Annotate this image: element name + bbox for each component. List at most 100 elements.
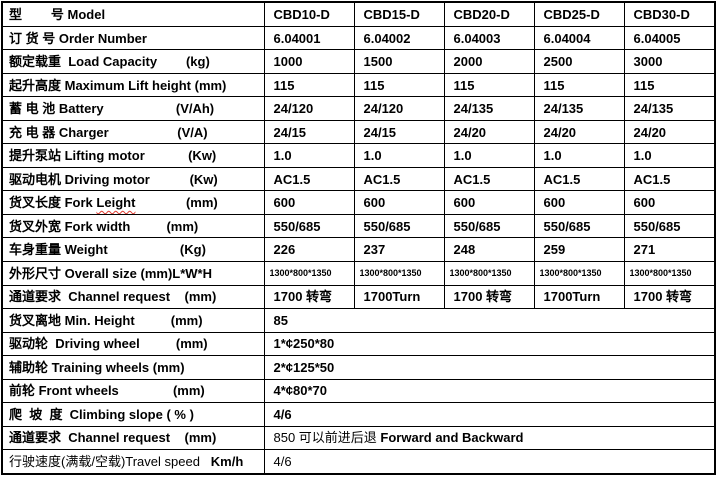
- spec-value-cell: 1700 转弯: [263, 284, 355, 310]
- spec-value-cell: AC1.5: [353, 166, 445, 192]
- spec-value-cell: 24/20: [443, 119, 535, 145]
- spec-value-cell-span: 4/6: [263, 449, 716, 475]
- label-fork-length: 货叉长度 Fork Leight (mm): [1, 190, 265, 215]
- spec-value-cell-span: 85: [263, 308, 716, 333]
- label-min-height: 货叉离地 Min. Height (mm): [1, 308, 265, 333]
- row-climbing-slope: 爬 坡 度 Climbing slope ( % ) 4/6: [1, 402, 716, 427]
- spec-value-cell: 600: [623, 190, 716, 215]
- label-travel-speed-text: 行驶速度(满载/空载)Travel speed: [9, 454, 211, 470]
- spec-value-cell: 24/135: [623, 96, 716, 121]
- label-climbing-slope: 爬 坡 度 Climbing slope ( % ): [1, 402, 265, 427]
- spec-value-cell-span: 2*¢125*50: [263, 355, 716, 380]
- spec-value-cell-span: 850 可以前进后退 Forward and Backward: [263, 425, 716, 451]
- spec-value-cell: 259: [533, 237, 625, 262]
- misspelled-word: Leight: [96, 195, 136, 211]
- spec-value-cell: 600: [263, 190, 355, 215]
- spec-value-cell: 1300*800*1350: [623, 261, 716, 286]
- spec-value-cell: 24/20: [533, 119, 625, 145]
- label-battery: 蓄 电 池 Battery (V/Ah): [1, 96, 265, 121]
- row-lifting-motor: 提升泵站 Lifting motor (Kw) 1.0 1.0 1.0 1.0 …: [1, 143, 716, 168]
- spec-value-cell: 1.0: [443, 143, 535, 168]
- spec-value-cell-span: 4*¢80*70: [263, 378, 716, 404]
- label-front-wheels: 前轮 Front wheels (mm): [1, 378, 265, 404]
- spec-value-cell: 3000: [623, 49, 716, 74]
- label-travel-speed: 行驶速度(满载/空载)Travel speed Km/h: [1, 449, 265, 475]
- label-channel-request: 通道要求 Channel request (mm): [1, 284, 265, 310]
- spec-value-cell: 115: [263, 72, 355, 98]
- spec-value-cell: 6.04004: [533, 25, 625, 51]
- row-load-capacity: 额定载重 Load Capacity (kg) 1000 1500 2000 2…: [1, 49, 716, 74]
- spec-value-cell: 1700Turn: [353, 284, 445, 310]
- spec-value-cell: 1.0: [353, 143, 445, 168]
- spec-value-cell: 1700 转弯: [623, 284, 716, 310]
- label-model: 型 号 Model: [1, 1, 265, 27]
- row-min-height: 货叉离地 Min. Height (mm) 85: [1, 308, 716, 333]
- row-battery: 蓄 电 池 Battery (V/Ah) 24/120 24/120 24/13…: [1, 96, 716, 121]
- label-driving-wheel: 驱动轮 Driving wheel (mm): [1, 331, 265, 357]
- label-order-number: 订 货 号 Order Number: [1, 25, 265, 51]
- spec-value-cell: 550/685: [443, 213, 535, 239]
- spec-value-cell: 6.04003: [443, 25, 535, 51]
- spec-value-cell: AC1.5: [623, 166, 716, 192]
- spec-value-cell: 550/685: [533, 213, 625, 239]
- spec-value-cell: 2500: [533, 49, 625, 74]
- label-load-capacity: 额定载重 Load Capacity (kg): [1, 49, 265, 74]
- spec-value-cell: AC1.5: [443, 166, 535, 192]
- row-order-number: 订 货 号 Order Number 6.04001 6.04002 6.040…: [1, 25, 716, 51]
- row-overall-size: 外形尺寸 Overall size (mm)L*W*H 1300*800*135…: [1, 261, 716, 286]
- row-channel-request: 通道要求 Channel request (mm) 1700 转弯 1700Tu…: [1, 284, 716, 310]
- label-fork-length-pre: 货叉长度 Fork: [9, 195, 97, 211]
- row-fork-width: 货叉外宽 Fork width (mm) 550/685 550/685 550…: [1, 213, 716, 239]
- label-lifting-motor: 提升泵站 Lifting motor (Kw): [1, 143, 265, 168]
- spec-value-cell: CBD15-D: [353, 1, 445, 27]
- spec-value-cell: 237: [353, 237, 445, 262]
- spec-value-cell: 24/135: [533, 96, 625, 121]
- spec-value-cell: 1.0: [263, 143, 355, 168]
- label-charger: 充 电 器 Charger (V/A): [1, 119, 265, 145]
- label-fork-width: 货叉外宽 Fork width (mm): [1, 213, 265, 239]
- spec-value-cell: 24/20: [623, 119, 716, 145]
- spec-value-cell: 1300*800*1350: [533, 261, 625, 286]
- spec-value-cell: 1300*800*1350: [353, 261, 445, 286]
- spec-value-cell: 550/685: [263, 213, 355, 239]
- spec-value-cell: AC1.5: [533, 166, 625, 192]
- spec-value-cell: 6.04005: [623, 25, 716, 51]
- spec-value-cell: CBD20-D: [443, 1, 535, 27]
- spec-value-cell: 2000: [443, 49, 535, 74]
- spec-value-cell-span: 1*¢250*80: [263, 331, 716, 357]
- spec-value-cell: 226: [263, 237, 355, 262]
- spec-value-cell: AC1.5: [263, 166, 355, 192]
- spec-value-cell: 550/685: [353, 213, 445, 239]
- spec-value-cell: 600: [443, 190, 535, 215]
- row-model: 型 号 Model CBD10-D CBD15-D CBD20-D CBD25-…: [1, 1, 716, 27]
- spec-value-cell: 6.04001: [263, 25, 355, 51]
- spec-value-cell: 1300*800*1350: [443, 261, 535, 286]
- label-fork-length-unit: (mm): [135, 195, 218, 211]
- label-channel-request-2: 通道要求 Channel request (mm): [1, 425, 265, 451]
- row-lift-height: 起升高度 Maximum Lift height (mm) 115 115 11…: [1, 72, 716, 98]
- spec-value-cell: 115: [443, 72, 535, 98]
- spec-value-cell: 24/15: [263, 119, 355, 145]
- row-fork-length: 货叉长度 Fork Leight (mm) 600 600 600 600 60…: [1, 190, 716, 215]
- row-charger: 充 电 器 Charger (V/A) 24/15 24/15 24/20 24…: [1, 119, 716, 145]
- spec-value-cell: 24/135: [443, 96, 535, 121]
- row-front-wheels: 前轮 Front wheels (mm) 4*¢80*70: [1, 378, 716, 404]
- label-training-wheels: 辅助轮 Training wheels (mm): [1, 355, 265, 380]
- spec-value-cell: 24/120: [353, 96, 445, 121]
- spec-value-cell: 24/120: [263, 96, 355, 121]
- row-weight: 车身重量 Weight (Kg) 226 237 248 259 271: [1, 237, 716, 262]
- label-overall-size: 外形尺寸 Overall size (mm)L*W*H: [1, 261, 265, 286]
- spec-value-cell: CBD25-D: [533, 1, 625, 27]
- spec-value-cell: 6.04002: [353, 25, 445, 51]
- spec-value-cell: 1700Turn: [533, 284, 625, 310]
- spec-value-cell: 1000: [263, 49, 355, 74]
- spec-value-cell: 115: [623, 72, 716, 98]
- spec-value-cell: 115: [353, 72, 445, 98]
- spec-value-cell: CBD10-D: [263, 1, 355, 27]
- label-travel-speed-unit: Km/h: [210, 454, 244, 470]
- spec-value-cell: 1300*800*1350: [263, 261, 355, 286]
- spec-value-cell: CBD30-D: [623, 1, 716, 27]
- spec-value-cell: 115: [533, 72, 625, 98]
- channel-request-value-en: Forward and Backward: [380, 430, 524, 446]
- spec-value-cell: 1500: [353, 49, 445, 74]
